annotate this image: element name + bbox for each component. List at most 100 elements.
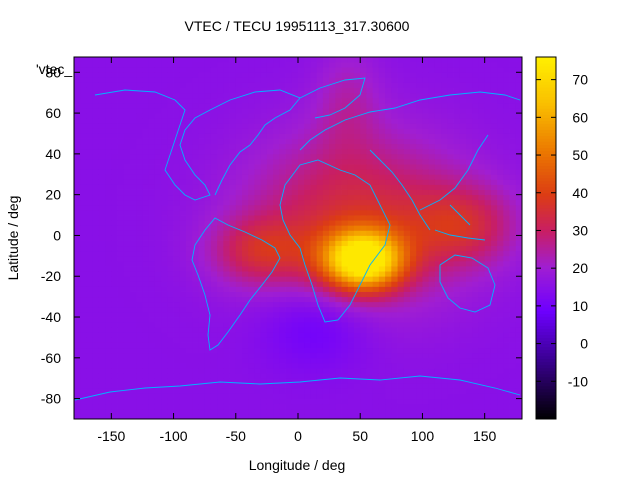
heatmap-cell [186, 296, 193, 303]
heatmap-cell [459, 271, 467, 277]
heatmap-cell [503, 143, 510, 150]
heatmap-cell [354, 87, 361, 94]
heatmap-cell [266, 368, 274, 374]
heatmap-cell [490, 113, 498, 119]
heatmap-cell [447, 225, 454, 231]
heatmap-cell [497, 286, 504, 292]
heatmap-cell [111, 383, 118, 389]
heatmap-cell [117, 57, 125, 63]
heatmap-cell [322, 143, 330, 150]
heatmap-cell [453, 153, 461, 160]
heatmap-cell [173, 286, 181, 292]
heatmap-cell [92, 398, 100, 405]
heatmap-cell [235, 158, 243, 165]
heatmap-cell [434, 301, 442, 308]
heatmap-cell [111, 102, 118, 109]
heatmap-cell [472, 357, 479, 364]
heatmap-cell [322, 398, 330, 405]
heatmap-cell [347, 373, 355, 379]
heatmap-cell [285, 342, 293, 349]
heatmap-cell [192, 82, 199, 88]
heatmap-cell [298, 362, 305, 369]
heatmap-cell [260, 250, 268, 257]
heatmap-cell [397, 215, 405, 221]
heatmap-cell [130, 347, 137, 354]
heatmap-cell [123, 97, 131, 104]
heatmap-cell [347, 347, 355, 354]
heatmap-cell [304, 250, 311, 257]
heatmap-cell [223, 118, 230, 124]
heatmap-cell [416, 286, 423, 292]
heatmap-cell [235, 230, 243, 236]
heatmap-cell [322, 362, 330, 369]
heatmap-cell [217, 403, 224, 410]
heatmap-cell [354, 276, 361, 282]
heatmap-cell [322, 235, 330, 241]
heatmap-cell [279, 296, 286, 303]
heatmap-cell [254, 174, 262, 180]
heatmap-cell [223, 413, 230, 420]
heatmap-cell [378, 383, 386, 389]
heatmap-cell [198, 153, 206, 160]
heatmap-cell [447, 403, 454, 410]
heatmap-cell [453, 118, 461, 124]
heatmap-cell [179, 373, 187, 379]
heatmap-cell [291, 286, 299, 292]
heatmap-cell [266, 92, 274, 99]
heatmap-cell [98, 398, 106, 405]
heatmap-cell [410, 245, 417, 252]
heatmap-cell [434, 276, 442, 282]
heatmap-cell [111, 332, 118, 338]
heatmap-cell [310, 230, 318, 236]
heatmap-cell [130, 398, 137, 405]
heatmap-cell [142, 215, 150, 221]
heatmap-cell [117, 322, 125, 328]
heatmap-cell [466, 378, 473, 384]
heatmap-cell [117, 362, 125, 369]
heatmap-cell [86, 255, 94, 262]
heatmap-cell [329, 266, 336, 272]
heatmap-cell [466, 260, 473, 267]
heatmap-cell [204, 225, 212, 231]
heatmap-cell [354, 286, 361, 292]
heatmap-cell [453, 342, 461, 349]
heatmap-cell [298, 245, 305, 252]
heatmap-cell [490, 332, 498, 338]
heatmap-cell [161, 97, 168, 104]
heatmap-cell [98, 133, 106, 139]
heatmap-cell [378, 225, 386, 231]
heatmap-cell [397, 92, 405, 99]
heatmap-cell [148, 388, 156, 394]
heatmap-cell [310, 87, 318, 94]
heatmap-cell [167, 143, 174, 150]
heatmap-cell [497, 373, 504, 379]
heatmap-cell [403, 82, 411, 88]
heatmap-cell [478, 62, 486, 68]
heatmap-cell [459, 337, 467, 343]
heatmap-cell [154, 204, 162, 211]
heatmap-cell [130, 368, 137, 374]
heatmap-cell [167, 184, 174, 190]
heatmap-cell [229, 342, 237, 349]
heatmap-cell [242, 296, 249, 303]
heatmap-cell [148, 368, 156, 374]
heatmap-cell [192, 281, 199, 287]
heatmap-cell [186, 291, 193, 298]
heatmap-cell [254, 388, 262, 394]
heatmap-cell [173, 352, 181, 359]
heatmap-cell [86, 225, 94, 231]
heatmap-cell [466, 373, 473, 379]
heatmap-cell [310, 276, 318, 282]
heatmap-cell [105, 204, 112, 211]
heatmap-cell [217, 327, 224, 333]
heatmap-cell [204, 133, 212, 139]
heatmap-cell [98, 102, 106, 109]
heatmap-cell [410, 102, 417, 109]
heatmap-cell [86, 317, 94, 323]
heatmap-cell [123, 408, 131, 415]
heatmap-cell [186, 174, 193, 180]
heatmap-cell [117, 286, 125, 292]
heatmap-cell [80, 158, 87, 165]
heatmap-cell [447, 164, 454, 170]
heatmap-cell [484, 72, 492, 78]
